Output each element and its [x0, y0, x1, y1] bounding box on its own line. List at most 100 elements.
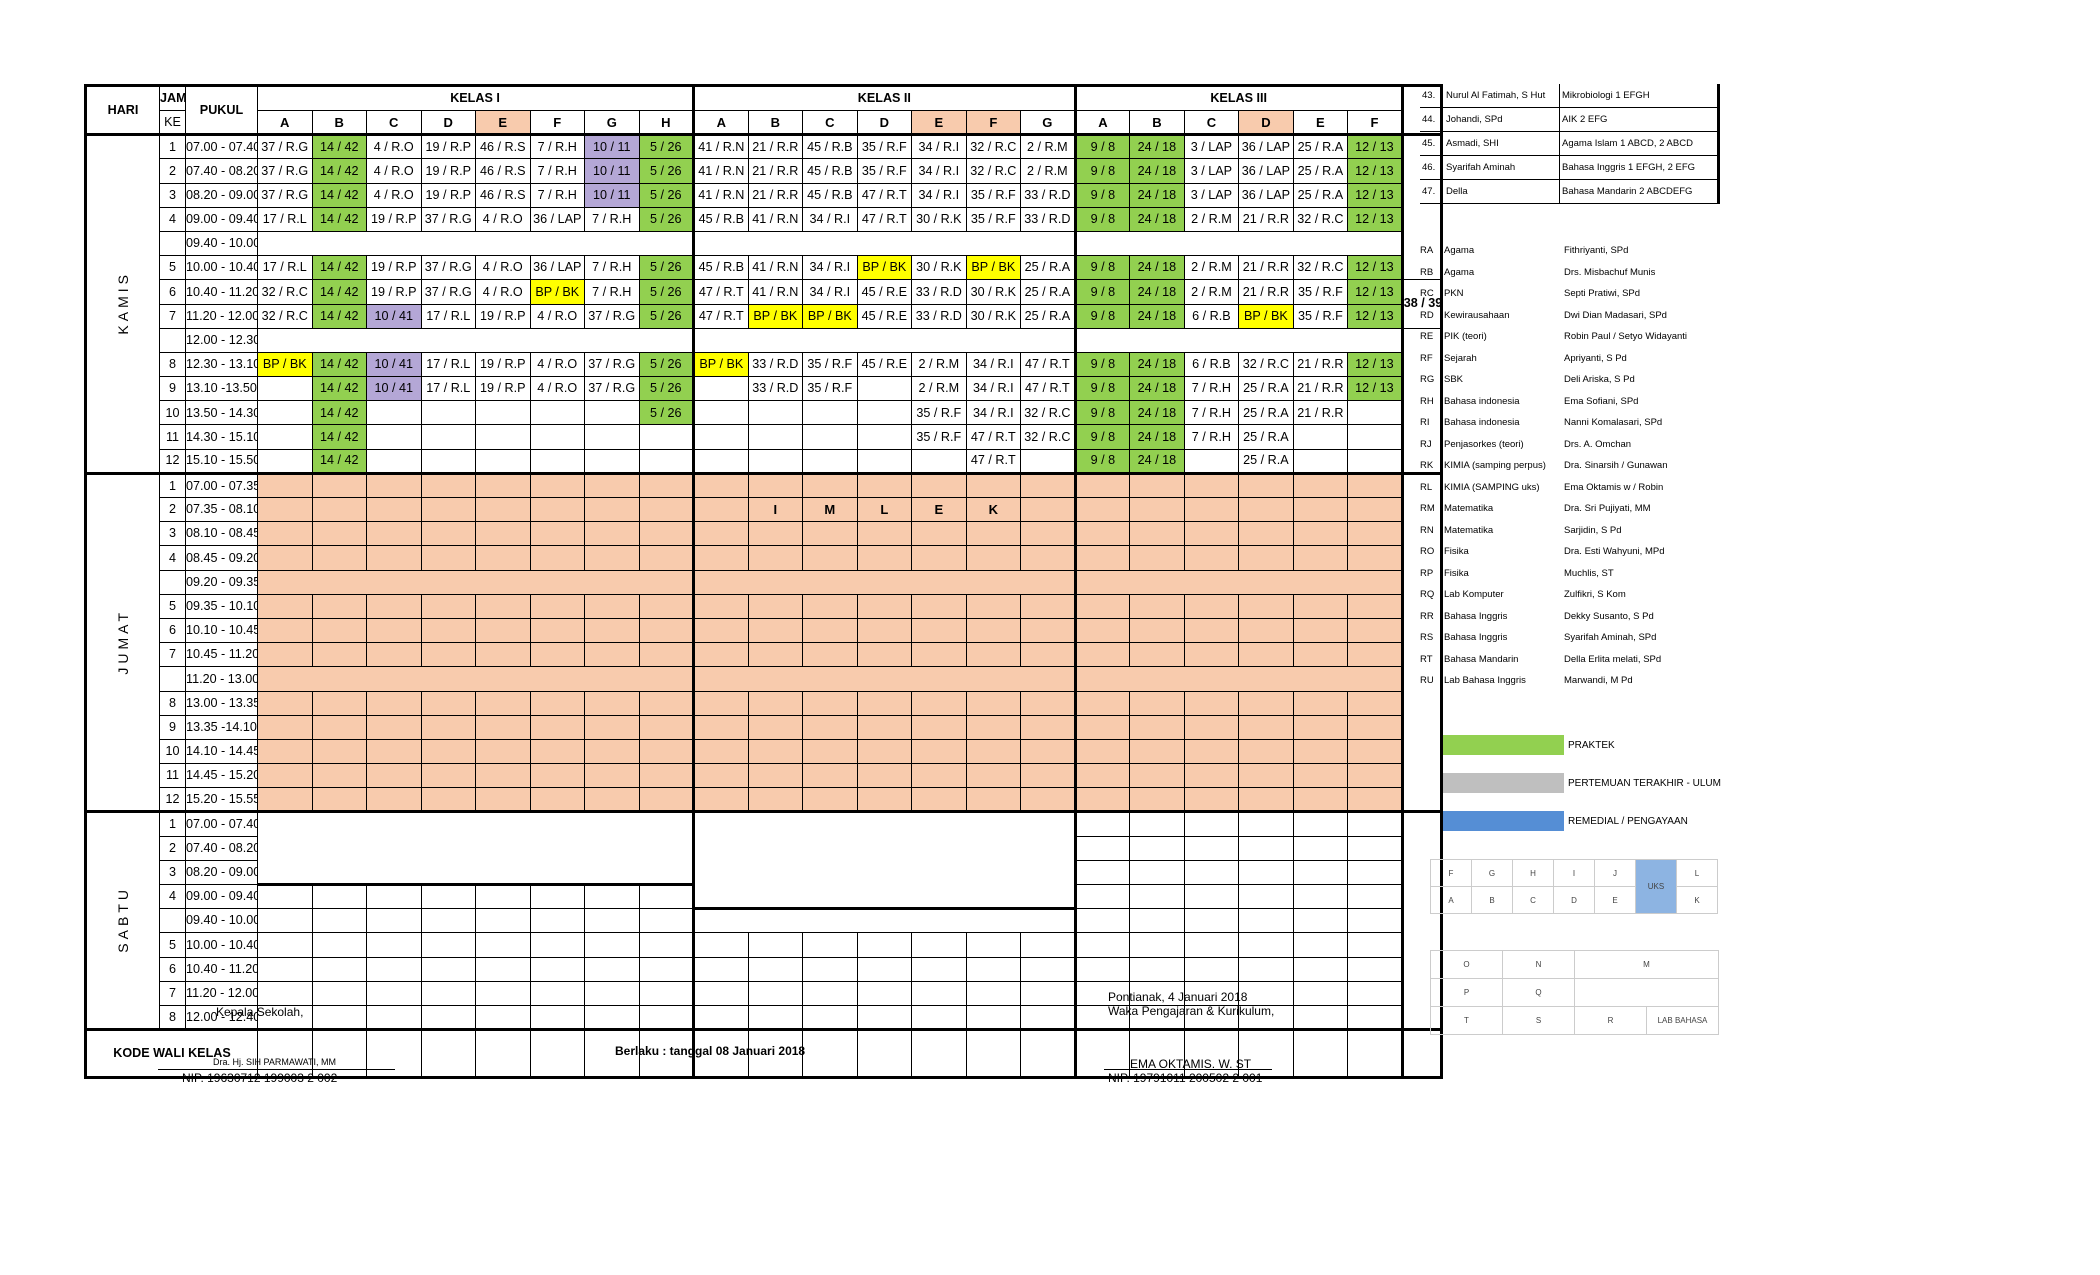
extra-count: 38 / 39 [1400, 279, 1442, 329]
schedule-cell [584, 593, 640, 619]
room-code: RS [1420, 632, 1434, 644]
schedule-cell [1020, 690, 1076, 716]
schedule-cell [584, 956, 640, 982]
schedule-cell [802, 617, 858, 644]
schedule-cell [1238, 810, 1294, 837]
time-cell: 09.00 - 09.40 [185, 883, 258, 910]
legend-label: REMEDIAL / PENGAYAAN [1568, 815, 1688, 827]
kelas1-col-header: G [584, 109, 640, 136]
schedule-cell: 2 / R.M [1183, 206, 1240, 232]
extra-cell [1400, 471, 1442, 813]
schedule-cell [638, 956, 695, 982]
room-tch: Muchlis, ST [1564, 567, 1614, 579]
schedule-cell [856, 471, 913, 499]
schedule-cell [747, 690, 804, 716]
kelas3-col-header: B [1129, 109, 1185, 136]
schedule-cell [965, 932, 1022, 958]
schedule-cell [1073, 738, 1131, 765]
room-tch: Dra. Sri Pujiyati, MM [1564, 503, 1651, 515]
schedule-cell: 5 / 26 [638, 376, 695, 402]
schedule-cell: BP / BK [692, 351, 749, 378]
room-row: RN Matematika Sarjidin, S Pd [1420, 520, 1734, 542]
schedule-cell [311, 593, 367, 619]
schedule-cell [1238, 545, 1294, 571]
room-subj: Matematika [1444, 503, 1494, 515]
schedule-cell [584, 763, 640, 789]
room-subj: Matematika [1444, 524, 1494, 536]
break-cell [692, 230, 1076, 257]
schedule-cell: 9 / 8 [1073, 279, 1131, 305]
time-cell: 14.45 - 15.20 [185, 763, 258, 789]
time-cell: 07.40 - 08.20 [185, 835, 258, 861]
room-code-list: RA Agama Fithriyanti, SPd RB Agama Drs. Misba… [1420, 240, 1734, 692]
schedule-cell [1292, 956, 1349, 982]
room-tch: Syarifah Aminah, SPd [1564, 632, 1657, 644]
schedule-cell [420, 690, 476, 716]
schedule-cell [856, 400, 913, 426]
schedule-cell [856, 617, 913, 644]
schedule-cell: 7 / R.H [1183, 400, 1240, 426]
schedule-cell [692, 738, 749, 765]
jam-ke: 6 [159, 956, 186, 982]
schedule-cell: 24 / 18 [1129, 400, 1185, 426]
jam-ke: 8 [159, 1004, 186, 1031]
schedule-cell [1183, 471, 1240, 499]
schedule-cell [692, 545, 749, 571]
schedule-cell [747, 617, 804, 644]
extra-cell [1400, 1028, 1442, 1079]
schedule-cell [1347, 496, 1403, 523]
schedule-cell: 10 / 41 [366, 351, 422, 378]
schedule-cell [311, 956, 367, 982]
schedule-cell: 41 / R.N [692, 182, 749, 208]
jam-ke: 2 [159, 835, 186, 861]
schedule-cell [1292, 763, 1349, 789]
room-code: RO [1420, 546, 1435, 558]
schedule-cell [856, 642, 913, 668]
schedule-cell [1073, 883, 1131, 910]
schedule-cell [692, 617, 749, 644]
kelas1-header: KELAS I [256, 85, 695, 111]
schedule-cell: 19 / R.P [475, 376, 531, 402]
schedule-cell [311, 980, 367, 1006]
room-row: RR Bahasa Inggris Dekky Susanto, S Pd [1420, 606, 1734, 628]
schedule-cell [692, 908, 1076, 934]
extra-header [1400, 84, 1442, 136]
table-row: JUMAT 1 07.00 - 07.35 [85, 471, 1442, 813]
jam-ke: 11 [159, 763, 186, 789]
room-subj: Sejarah [1444, 352, 1477, 364]
break-cell [692, 569, 1076, 595]
imlek-letter: M [802, 496, 858, 523]
kelas3-col-header: D [1238, 109, 1294, 136]
teacher-subj: AIK 2 EFG [1560, 108, 1720, 131]
jam-ke [159, 230, 186, 257]
schedule-cell [584, 787, 640, 813]
legend-label: PERTEMUAN TERAKHIR - ULUM [1568, 777, 1721, 789]
schedule-cell: 24 / 18 [1129, 255, 1185, 281]
schedule-cell [420, 593, 476, 619]
map-row: T S R LAB BAHASA [1430, 1006, 1719, 1035]
schedule-cell: 47 / R.T [965, 424, 1022, 450]
schedule-cell [1073, 908, 1131, 934]
room-tch: Marwandi, M Pd [1564, 675, 1633, 687]
room-row: RK KIMIA (samping perpus) Dra. Sinarsih / … [1420, 455, 1734, 477]
day-kamis: KAMIS [85, 133, 160, 474]
table-row: 4 08.45 - 09.20 [86, 545, 1442, 571]
schedule-cell [1073, 980, 1131, 1006]
schedule-cell [911, 593, 967, 619]
kepala-nip: NIP. 19630712 199003 2 002 [182, 1071, 338, 1085]
table-row: 2 07.35 - 08.10 I M L E K [86, 496, 1442, 523]
schedule-cell [257, 714, 313, 740]
schedule-cell [1020, 496, 1076, 523]
schedule-cell: 41 / R.N [747, 206, 804, 232]
schedule-cell [1020, 1004, 1076, 1031]
schedule-cell [420, 545, 476, 571]
schedule-cell: 46 / R.S [475, 158, 531, 184]
teacher-row: 46. Syarifah Aminah Bahasa Inggris 1 EFGH,… [1420, 156, 1720, 180]
table-row: 9 13.10 -13.50 14 / 42 10 / 41 17 / R.L 19 / … [86, 376, 1442, 402]
schedule-cell [747, 448, 804, 474]
time-cell: 10.00 - 10.40 [185, 255, 258, 281]
schedule-cell [1238, 714, 1294, 740]
room-subj: Lab Bahasa Inggris [1444, 675, 1526, 687]
table-row: 2 07.40 - 08.20 37 / R.G 14 / 42 4 / R.O 19 /… [86, 158, 1442, 184]
schedule-cell [257, 763, 313, 789]
